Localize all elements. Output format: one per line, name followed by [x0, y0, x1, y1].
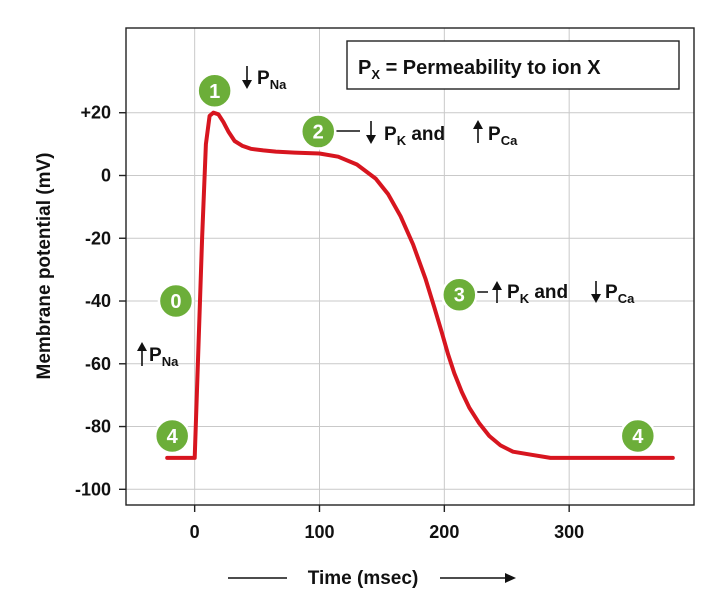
phase-badge-2: 2	[299, 113, 337, 150]
phase0-symbol-sub: Na	[162, 354, 179, 369]
phase-badge-3: 3	[441, 276, 478, 313]
phase-badge-label: 0	[170, 291, 181, 313]
x-tick-label: 0	[190, 522, 200, 542]
legend-symbol: P	[358, 57, 371, 79]
phase-badge-circle	[441, 276, 478, 313]
phase1-down-arrow-icon	[242, 80, 252, 89]
phase-badge-4: 4	[619, 417, 657, 455]
phase3-symbol-k-sub: K	[520, 291, 530, 306]
svg-text:PNa: PNa	[149, 345, 179, 369]
phase0-up-arrow-icon	[137, 342, 147, 351]
x-axis-arrowhead-icon	[505, 573, 516, 583]
x-tick-labels: 0 100 200 300	[190, 522, 585, 542]
phase3-down-arrow-icon	[591, 294, 601, 303]
phase-badge-label: 2	[313, 122, 324, 144]
phase-badges: 0 1 2 3 4 4	[153, 72, 657, 455]
svg-text:PCa: PCa	[605, 282, 635, 306]
phase2-up-arrow-icon	[473, 120, 483, 129]
y-tick-label: -100	[75, 479, 111, 499]
phase2-down-arrow-icon	[366, 135, 376, 144]
annotation-phase3: PK and PCa	[463, 281, 635, 306]
phase-badge-circle	[619, 417, 657, 455]
svg-text:PK and: PK and	[507, 282, 573, 306]
y-tick-label: +20	[80, 103, 111, 123]
phase-badge-circle	[153, 417, 191, 455]
svg-text:PCa: PCa	[488, 124, 518, 148]
legend: PX = Permeability to ion X	[346, 40, 680, 90]
y-tick-label: -20	[85, 228, 111, 248]
phase2-symbol-k-sub: K	[397, 133, 407, 148]
annotation-phase0: PNa	[137, 342, 179, 369]
phase-badge-circle	[157, 282, 195, 320]
phase3-symbol-k: P	[507, 282, 520, 303]
grid-lines	[126, 28, 694, 505]
annotation-phase2: PK and PCa	[330, 120, 518, 148]
phase2-symbol-ca-sub: Ca	[501, 133, 518, 148]
x-tick-label: 300	[554, 522, 584, 542]
legend-description: = Permeability to ion X	[380, 57, 601, 79]
phase3-symbol-ca: P	[605, 282, 618, 303]
x-tick-label: 100	[304, 522, 334, 542]
svg-text:PNa: PNa	[257, 68, 287, 92]
axis-ticks	[119, 112, 570, 512]
phase-badge-label: 4	[167, 426, 179, 448]
phase1-symbol-sub: Na	[270, 77, 287, 92]
legend-box	[346, 40, 680, 90]
legend-symbol-sub: X	[371, 67, 380, 82]
phase-badge-label: 4	[632, 426, 644, 448]
phase3-symbol-ca-sub: Ca	[618, 291, 635, 306]
phase-badge-circle	[196, 72, 233, 110]
svg-text:PK and: PK and	[384, 124, 450, 148]
phase2-symbol-ca: P	[488, 124, 501, 145]
membrane-potential-line	[165, 110, 675, 460]
phase-badge-1: 1	[196, 72, 233, 110]
phase-badge-label: 3	[454, 285, 465, 307]
y-tick-labels: +20 0 -20 -40 -60 -80 -100	[75, 103, 111, 500]
y-tick-label: -40	[85, 291, 111, 311]
y-tick-label: -80	[85, 417, 111, 437]
annotation-phase1: PNa	[242, 66, 287, 92]
phase-badge-4: 4	[153, 417, 191, 455]
x-axis-title: Time (msec)	[308, 568, 419, 589]
phase-badge-label: 1	[209, 81, 220, 103]
phase-badge-0: 0	[157, 282, 195, 320]
plot-frame	[125, 27, 695, 506]
legend-text: PX = Permeability to ion X	[358, 57, 601, 82]
phase3-up-arrow-icon	[492, 281, 502, 290]
x-axis-title-group: Time (msec)	[228, 568, 516, 589]
phase0-symbol: P	[149, 345, 162, 366]
y-tick-label: 0	[101, 165, 111, 185]
phase2-and: and	[406, 124, 450, 145]
phase3-and: and	[529, 282, 573, 303]
phase-badge-circle	[299, 113, 337, 150]
x-tick-label: 200	[429, 522, 459, 542]
y-axis-title: Membrane potential (mV)	[34, 153, 55, 380]
phase2-symbol-k: P	[384, 124, 397, 145]
phase1-symbol: P	[257, 68, 270, 89]
y-tick-label: -60	[85, 354, 111, 374]
